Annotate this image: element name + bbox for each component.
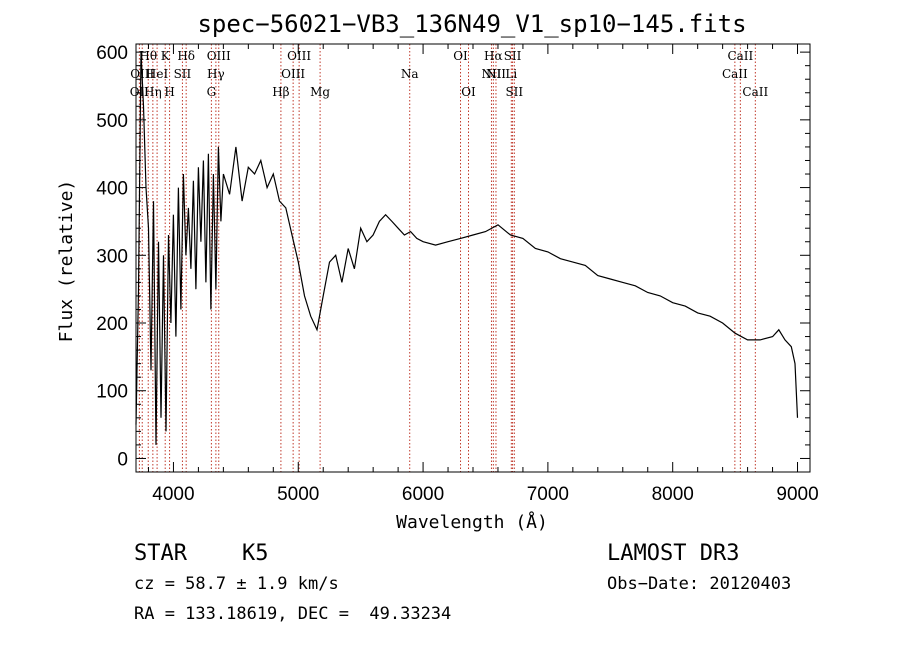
- line-label-12: Hβ: [272, 85, 289, 99]
- coordinates: RA = 133.18619, DEC = 49.33234: [134, 604, 452, 624]
- line-label-23: SII: [504, 49, 522, 63]
- y-tick-label-0: 0: [117, 449, 128, 470]
- line-label-19: NII: [481, 67, 501, 81]
- y-tick-label-1: 100: [96, 382, 128, 403]
- line-label-27: CaII: [742, 85, 768, 99]
- line-label-18: OI: [461, 85, 476, 99]
- object-subclass: K5: [242, 541, 269, 566]
- line-label-7: SII: [174, 67, 192, 81]
- y-tick-label-2: 200: [96, 314, 128, 335]
- object-class: STAR: [134, 541, 187, 566]
- x-tick-label-1: 5000: [277, 484, 319, 505]
- line-label-5: K: [161, 49, 171, 63]
- line-label-9: G: [207, 85, 217, 99]
- x-axis-label: Wavelength (Å): [396, 511, 548, 533]
- line-label-17: OI: [453, 49, 468, 63]
- x-tick-label-3: 7000: [527, 484, 569, 505]
- line-label-14: OIII: [287, 49, 311, 63]
- line-label-8: Hδ: [177, 49, 195, 63]
- x-tick-label-5: 9000: [776, 484, 818, 505]
- line-label-0: OII: [130, 85, 150, 99]
- chart-title: spec−56021−VB3_136N49_V1_sp10−145.fits: [197, 10, 746, 38]
- line-label-15: Mg: [310, 85, 330, 99]
- line-label-21: NII: [486, 67, 506, 81]
- line-label-6: H: [164, 85, 174, 99]
- x-tick-label-0: 4000: [152, 484, 194, 505]
- line-label-22: Li: [505, 67, 517, 81]
- line-label-3: Hη: [144, 85, 162, 99]
- line-label-4: HeI: [146, 67, 169, 81]
- y-tick-label-3: 300: [96, 246, 128, 267]
- y-tick-label-6: 600: [96, 43, 128, 64]
- line-label-10: Hγ: [207, 67, 225, 81]
- obs-date: Obs−Date: 20120403: [607, 574, 792, 594]
- survey-name: LAMOST DR3: [607, 541, 740, 566]
- redshift-value: cz = 58.7 ± 1.9 km/s: [134, 574, 339, 594]
- plot-frame: [135, 43, 811, 473]
- y-axis-label: Flux (relative): [56, 180, 77, 343]
- line-label-26: CaII: [727, 49, 753, 63]
- line-label-11: OIII: [207, 49, 231, 63]
- x-tick-label-4: 8000: [652, 484, 694, 505]
- line-label-25: CaII: [722, 67, 748, 81]
- line-label-13: OIII: [281, 67, 305, 81]
- line-label-2: Hθ: [139, 49, 157, 63]
- x-tick-label-2: 6000: [402, 484, 444, 505]
- line-label-1: OIII: [130, 67, 154, 81]
- spectrum-line: [135, 52, 799, 445]
- line-label-20: Hα: [484, 49, 503, 63]
- y-tick-label-5: 500: [96, 111, 128, 132]
- y-tick-label-4: 400: [96, 179, 128, 200]
- line-label-24: SII: [505, 85, 523, 99]
- line-label-16: Na: [401, 67, 419, 81]
